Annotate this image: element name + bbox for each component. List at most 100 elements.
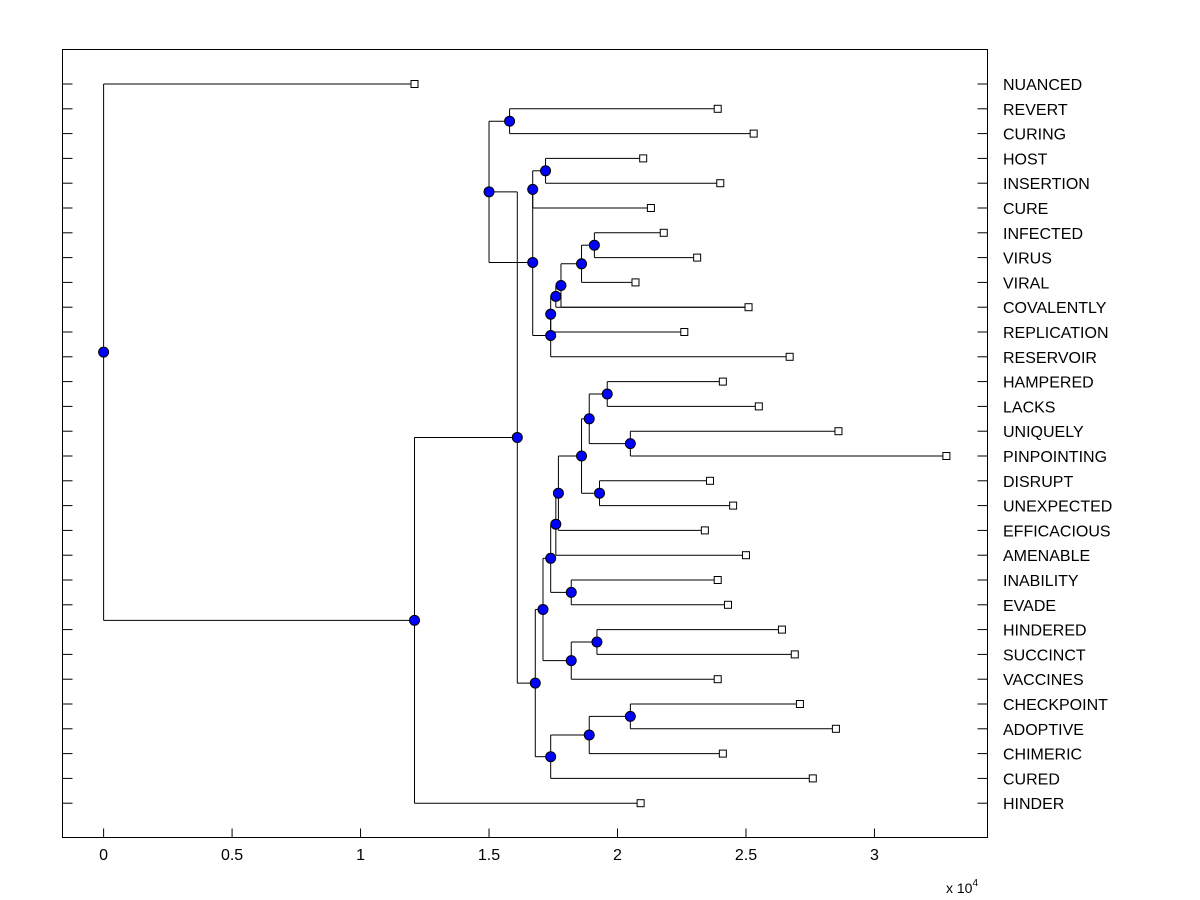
leaf-label: LACKS [1003,399,1055,416]
leaf-marker [706,476,714,485]
internal-node-marker [511,431,523,443]
y-ticks [62,83,988,804]
leaf-marker [631,278,640,287]
leaf-label: NUANCED [1003,77,1082,94]
leaf-marker [790,650,799,659]
internal-node-marker [483,186,495,198]
leaf-label: RESERVOIR [1003,350,1097,367]
internal-node-marker [409,614,421,626]
node-markers [98,80,951,808]
internal-node-marker [583,729,595,741]
leaf-label: VIRUS [1003,251,1052,268]
internal-node-marker [555,280,567,291]
internal-node-marker [540,165,552,177]
internal-node-marker [527,183,539,195]
internal-node-marker [624,438,636,450]
internal-node-marker [583,413,595,425]
x-tick-label: 2 [613,847,622,864]
leaf-marker [693,253,702,262]
leaf-marker [716,179,725,188]
leaf-label: COVALENTLY [1003,300,1107,317]
internal-node-marker [527,256,539,268]
leaf-marker [659,228,668,237]
leaf-label: UNEXPECTED [1003,499,1112,516]
leaf-label: DISRUPT [1003,474,1073,491]
leaf-label: REPLICATION [1003,325,1109,342]
internal-node-marker [588,239,600,251]
internal-node-marker [537,603,549,615]
internal-node-marker [601,388,613,400]
leaf-labels: NUANCED REVERT CURING HOST INSERTION CURE INFE… [1003,77,1112,813]
leaf-marker [808,774,817,783]
leaf-label: UNIQUELY [1003,424,1084,441]
leaf-marker [680,328,689,336]
leaf-marker [749,129,758,138]
leaf-marker [834,427,843,436]
leaf-marker [713,576,722,584]
internal-node-marker [545,552,557,564]
leaf-label: PINPOINTING [1003,449,1107,466]
leaf-label: INFECTED [1003,226,1083,243]
leaf-marker [831,724,840,733]
internal-node-marker [576,258,588,270]
leaf-marker [744,303,753,312]
leaf-marker [942,452,951,460]
internal-node-marker [545,308,557,320]
leaf-label: VIRAL [1003,275,1049,292]
x-tick-label: 0.5 [221,847,243,864]
leaf-marker [741,551,750,560]
leaf-marker [718,377,727,386]
internal-node-marker [565,655,577,667]
leaf-marker [729,501,738,510]
leaf-marker [713,104,722,113]
x-tick-label: 1.5 [478,847,500,864]
internal-node-marker [576,450,588,462]
leaf-marker [700,526,709,535]
leaf-marker [777,625,786,634]
leaf-label: HINDER [1003,796,1064,813]
leaf-label: INSERTION [1003,176,1090,193]
leaf-label: AMENABLE [1003,548,1090,565]
leaf-label: CURED [1003,771,1060,788]
internal-node-marker [624,710,636,722]
plot-frame [62,49,988,838]
leaf-marker [718,749,727,758]
leaf-label: HAMPERED [1003,375,1094,392]
internal-node-marker [545,751,557,763]
leaf-label: HINDERED [1003,623,1087,640]
leaf-label: REVERT [1003,102,1068,119]
internal-node-marker [504,115,516,127]
internal-node-marker [545,329,557,341]
leaf-label: VACCINES [1003,672,1084,689]
leaf-label: CHECKPOINT [1003,697,1108,714]
leaf-marker [795,700,804,708]
leaf-label: EFFICACIOUS [1003,523,1111,540]
leaf-label: CURE [1003,201,1048,218]
leaf-label: CHIMERIC [1003,747,1082,764]
internal-node-marker [529,677,541,689]
x-tick-label: 3 [870,847,879,864]
leaf-marker [639,154,648,163]
leaf-label: HOST [1003,151,1048,168]
leaf-marker [410,80,419,88]
x-scale-label: x 104 [946,878,978,896]
internal-node-marker [98,346,110,358]
leaf-label: INABILITY [1003,573,1079,590]
internal-node-marker [565,586,577,598]
leaf-label: SUCCINCT [1003,647,1086,664]
leaf-marker [646,204,655,212]
internal-node-marker [594,487,606,499]
leaf-label: CURING [1003,127,1066,144]
internal-node-marker [550,290,562,302]
x-tick-label: 1 [356,847,365,864]
leaf-marker [754,402,763,411]
leaf-label: EVADE [1003,598,1056,615]
internal-node-marker [591,636,603,648]
x-tick-label: 2.5 [735,847,757,864]
leaf-marker [636,799,645,808]
leaf-label: ADOPTIVE [1003,722,1084,739]
x-tick-label: 0 [99,847,108,864]
leaf-marker [723,600,732,609]
internal-node-marker [550,518,562,530]
